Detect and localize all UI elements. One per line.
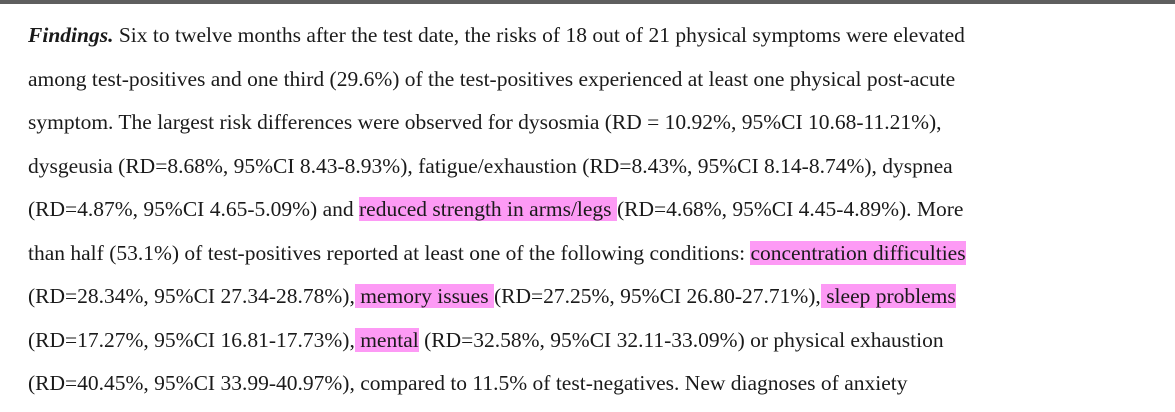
findings-paragraph: Findings. Six to twelve months after the… (28, 14, 1168, 406)
body-text: (RD=32.58%, 95%CI 32.11-33.09%) or physi… (418, 327, 944, 352)
text-line: (RD=28.34%, 95%CI 27.34-28.78%), memory … (28, 275, 1168, 319)
text-line: Findings. Six to twelve months after the… (28, 14, 1168, 58)
highlighted-text: memory issues (354, 284, 494, 308)
body-text: (RD=27.25%, 95%CI 26.80-27.71%), (493, 284, 821, 308)
text-line: (RD=4.87%, 95%CI 4.65-5.09%) and reduced… (28, 188, 1168, 232)
text-line: (RD=40.45%, 95%CI 33.99-40.97%), compare… (28, 362, 1168, 406)
text-line: dysgeusia (RD=8.68%, 95%CI 8.43-8.93%), … (28, 145, 1168, 189)
text-line: symptom. The largest risk differences we… (28, 101, 1168, 145)
findings-heading: Findings. (28, 23, 114, 47)
text-line: (RD=17.27%, 95%CI 16.81-17.73%), mental … (28, 319, 1168, 363)
body-text: Six to twelve months after the test date… (113, 23, 965, 47)
body-text: (RD=40.45%, 95%CI 33.99-40.97%), compare… (28, 371, 908, 395)
text-line: among test-positives and one third (29.6… (28, 58, 1168, 102)
top-border-rule (0, 0, 1175, 4)
highlighted-text: sleep problems (820, 284, 956, 308)
body-text: (RD=4.87%, 95%CI 4.65-5.09%) and (28, 197, 359, 221)
body-text: (RD=17.27%, 95%CI 16.81-17.73%), (28, 327, 355, 352)
body-text: (RD=28.34%, 95%CI 27.34-28.78%), (28, 284, 355, 308)
highlighted-text: mental (354, 327, 419, 352)
highlighted-text: concentration difficulties (750, 240, 966, 265)
document-page: Findings. Six to twelve months after the… (28, 14, 1168, 412)
text-line: than half (53.1%) of test-positives repo… (28, 232, 1168, 276)
body-text: dysgeusia (RD=8.68%, 95%CI 8.43-8.93%), … (28, 153, 953, 178)
body-text: (RD=4.68%, 95%CI 4.45-4.89%). More (616, 197, 964, 221)
body-text: symptom. The largest risk differences we… (28, 110, 942, 134)
body-text: than half (53.1%) of test-positives repo… (28, 240, 751, 265)
highlighted-text: reduced strength in arms/legs (359, 197, 617, 221)
body-text: among test-positives and one third (29.6… (28, 66, 956, 91)
